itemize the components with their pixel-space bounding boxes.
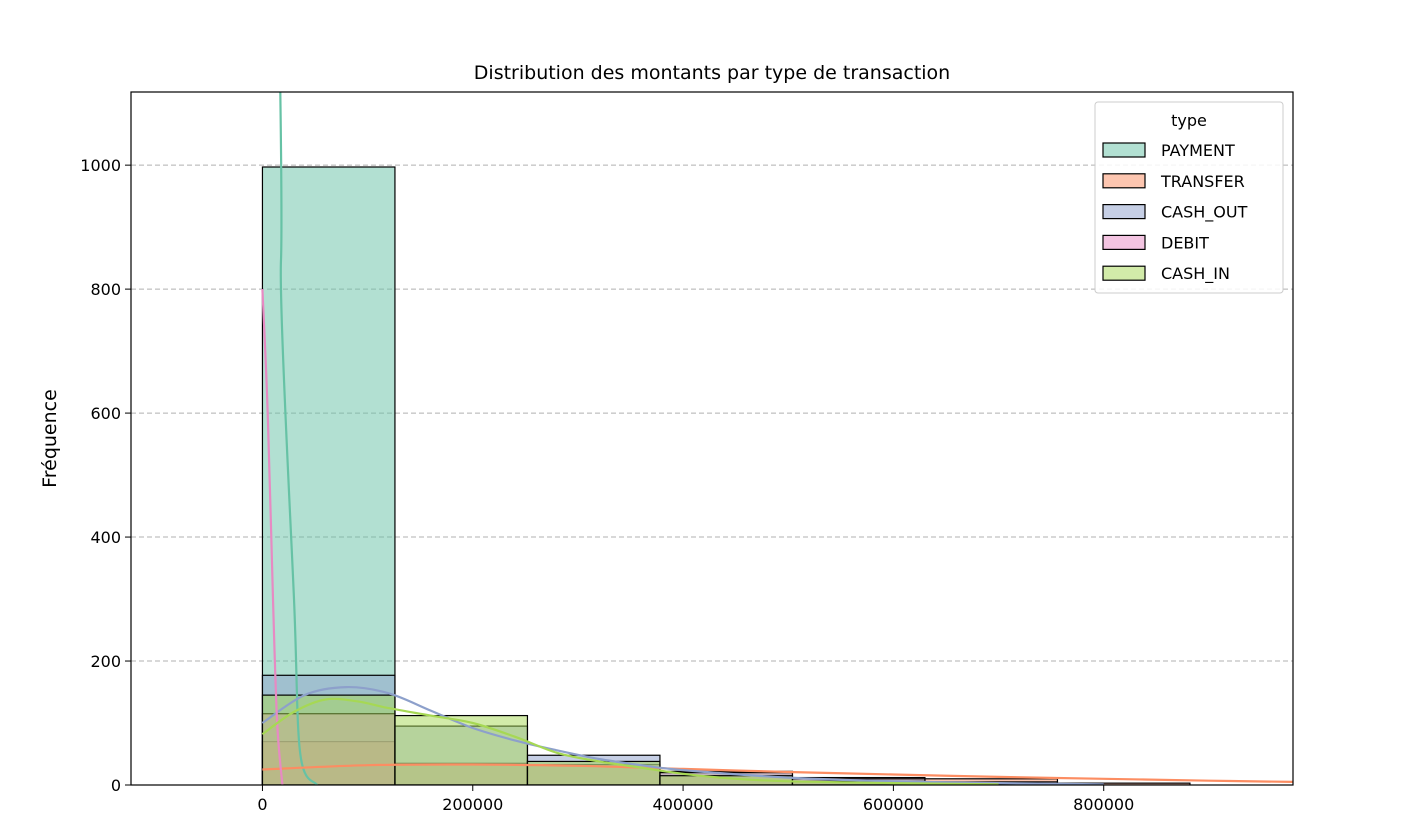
- x-tick-label: 0: [257, 795, 267, 814]
- legend-swatch-cash_in: [1102, 265, 1146, 281]
- chart-title: Distribution des montants par type de tr…: [474, 62, 950, 84]
- kde-line-transfer: [262, 763, 1293, 783]
- bar-cash_in-bin-0: [261, 694, 396, 785]
- kde-line-cash_out: [261, 685, 1104, 785]
- legend-label-cash_out: CASH_OUT: [1161, 203, 1248, 223]
- legend-label-payment: PAYMENT: [1161, 141, 1235, 160]
- plot-frame: [130, 91, 1294, 786]
- legend-swatch-transfer: [1102, 173, 1146, 189]
- y-tick-label: 200: [90, 652, 121, 671]
- x-tick-label: 200000: [442, 795, 503, 814]
- legend-title: type: [1171, 111, 1207, 130]
- y-tick-label: 1000: [80, 156, 121, 175]
- y-axis-label: Fréquence: [39, 389, 61, 488]
- legend-label-transfer: TRANSFER: [1160, 172, 1245, 191]
- bar-cash_in-bin-1: [394, 714, 529, 785]
- legend-swatch-payment: [1102, 142, 1146, 158]
- legend: type PAYMENT TRANSFER CASH_OUT DEBIT CASH_IN: [1094, 101, 1284, 294]
- legend-label-debit: DEBIT: [1161, 233, 1209, 252]
- kde-line-cash_in: [261, 697, 999, 785]
- y-tick-label: 600: [90, 404, 121, 423]
- y-tick-label: 0: [111, 776, 121, 795]
- kde-line-payment: [279, 92, 319, 785]
- y-tick-label: 400: [90, 528, 121, 547]
- legend-label-cash_in: CASH_IN: [1161, 264, 1230, 284]
- y-tick-label: 800: [90, 280, 121, 299]
- x-tick-label: 600000: [863, 795, 924, 814]
- legend-swatch-cash_out: [1102, 204, 1146, 220]
- legend-swatch-debit: [1102, 234, 1146, 250]
- kde-curves: [261, 92, 1293, 785]
- axis-ticks: 0 200000 400000 600000 800000 0 200 400 600 800 10…: [80, 156, 1134, 814]
- histogram-bars: [261, 166, 1191, 785]
- x-tick-label: 800000: [1073, 795, 1134, 814]
- x-tick-label: 400000: [653, 795, 714, 814]
